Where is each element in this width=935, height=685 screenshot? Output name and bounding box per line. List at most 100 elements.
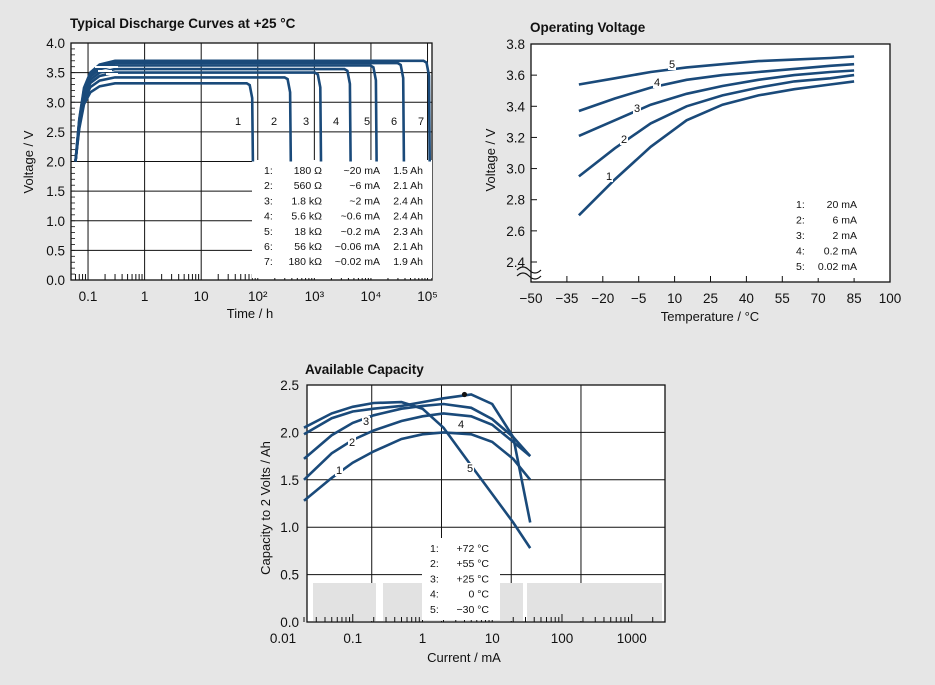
discharge-legend-load: 18 kΩ [294,226,322,238]
cap-ytick: 2.0 [280,425,299,440]
discharge-legend-current: ~0.06 mA [335,241,380,253]
opv-label-bg [633,103,641,114]
discharge-legend-load: 5.6 kΩ [291,211,322,223]
opv-legend-num: 4: [796,246,805,258]
opv-ytick: 3.8 [506,37,525,52]
opv-xtick: −35 [555,291,578,306]
opv-legend-current: 0.02 mA [818,261,857,273]
cap-legend-num: 2: [430,558,439,570]
discharge-legend-num: 1: [264,165,273,177]
cap-label-bg [362,416,370,427]
cap-legend-temp: 0 °C [468,589,489,601]
cap-legend-num: 4: [430,589,439,601]
available-capacity-chart: 123 451: +72 °C2: +55 °C3: +25 °C4: 0 °C5: −30… [258,362,666,665]
cap-curve-2 [303,412,532,481]
discharge-legend-num: 7: [264,256,273,268]
discharge-legend-current: ~6 mA [349,180,380,192]
opv-xtick: 40 [739,291,754,306]
opv-label-bg [620,134,628,145]
opv-legend-box [788,196,888,278]
discharge-curve-label-2: 2 [271,116,277,128]
opv-xtick: −20 [591,291,614,306]
opv-curve-label-2: 2 [621,134,627,146]
cap-legend-temp: +72 °C [456,543,489,555]
discharge-legend-num: 3: [264,195,273,207]
discharge-xtick: 10² [248,289,268,304]
discharge-ytick: 1.0 [46,214,65,229]
cap-ytick: 2.5 [280,378,299,393]
opv-label-bg [653,77,661,88]
opv-ytick: 3.2 [506,130,525,145]
cap-legend-num: 1: [430,543,439,555]
cap-legend-temp: +25 °C [456,573,489,585]
discharge-curve-label-3: 3 [303,116,309,128]
cap-curve-3 [303,402,532,460]
cap-curve-1 [303,431,532,502]
discharge-legend-box [252,160,432,278]
cap-curve-5 [303,400,532,549]
cap-label-bg [335,465,343,476]
opv-xtick: 10 [667,291,682,306]
cap-curve-label-5: 5 [467,463,473,475]
cap-ytick: 1.0 [280,520,299,535]
discharge-curve-label-7: 7 [418,116,424,128]
discharge-ytick: 0.0 [46,273,65,288]
opv-ytick: 3.4 [506,99,525,114]
discharge-ylabel: Voltage / V [21,130,36,193]
discharge-legend-capacity: 2.3 Ah [393,226,423,238]
cap-legend-num: 3: [430,573,439,585]
discharge-legend-num: 2: [264,180,273,192]
discharge-legend-load: 180 kΩ [288,256,322,268]
discharge-legend-capacity: 2.4 Ah [393,211,423,223]
opv-ytick: 2.4 [506,255,525,270]
discharge-legend-current: ~20 mA [344,165,380,177]
opv-curve-3 [578,69,855,138]
opv-title: Operating Voltage [530,20,646,35]
opv-curve-label-4: 4 [654,77,660,89]
cap-curve-label-4: 4 [458,419,464,431]
cap-xtick: 10 [485,631,500,646]
discharge-xtick: 10³ [305,289,325,304]
cap-grey-block [527,583,662,621]
opv-curve-label-1: 1 [606,171,612,183]
discharge-curve-label-6: 6 [391,116,397,128]
cap-ytick: 0.0 [280,615,299,630]
cap-ylabel: Capacity to 2 Volts / Ah [258,441,273,575]
discharge-legend-num: 4: [264,211,273,223]
discharge-legend-num: 6: [264,241,273,253]
discharge-legend-capacity: 2.4 Ah [393,195,423,207]
discharge-legend-capacity: 1.5 Ah [393,165,423,177]
opv-xtick: 55 [775,291,790,306]
discharge-xtick: 10⁴ [361,289,382,304]
cap-legend-box [422,538,500,620]
discharge-ytick: 1.5 [46,184,65,199]
cap-label-bg [457,419,465,430]
discharge-legend-current: ~0.2 mA [341,226,380,238]
opv-axis-break-icon [516,266,542,274]
cap-curve-label-1: 1 [336,465,342,477]
discharge-xtick: 0.1 [79,289,98,304]
opv-ylabel: Voltage / V [483,128,498,191]
discharge-ytick: 4.0 [46,36,65,51]
discharge-curve-7 [74,59,431,162]
opv-ytick: 3.6 [506,68,525,83]
discharge-xtick: 1 [141,289,149,304]
cap-ytick: 0.5 [280,568,299,583]
opv-xtick: 25 [703,291,718,306]
discharge-title: Typical Discharge Curves at +25 °C [70,16,296,31]
opv-legend-num: 1: [796,199,805,211]
discharge-chart: 1 2 3 4 5 6 7 1: 180 Ω ~20 mA 1.5 Ah 2: 560 Ω ~6 mA 2.… [21,16,438,321]
cap-curve-label-2: 2 [349,437,355,449]
cap-title: Available Capacity [305,362,424,377]
opv-curve-1 [577,80,855,217]
cap-xtick: 0.01 [270,631,296,646]
discharge-ytick: 3.0 [46,95,65,110]
opv-legend-current: 0.2 mA [824,246,857,258]
opv-ytick: 2.8 [506,193,525,208]
opv-legend-num: 2: [796,215,805,227]
discharge-curve-label-1: 1 [235,116,241,128]
discharge-legend-load: 560 Ω [294,180,322,192]
discharge-legend-load: 180 Ω [294,165,322,177]
discharge-ytick: 3.5 [46,66,65,81]
discharge-legend-current: ~0.02 mA [335,256,380,268]
